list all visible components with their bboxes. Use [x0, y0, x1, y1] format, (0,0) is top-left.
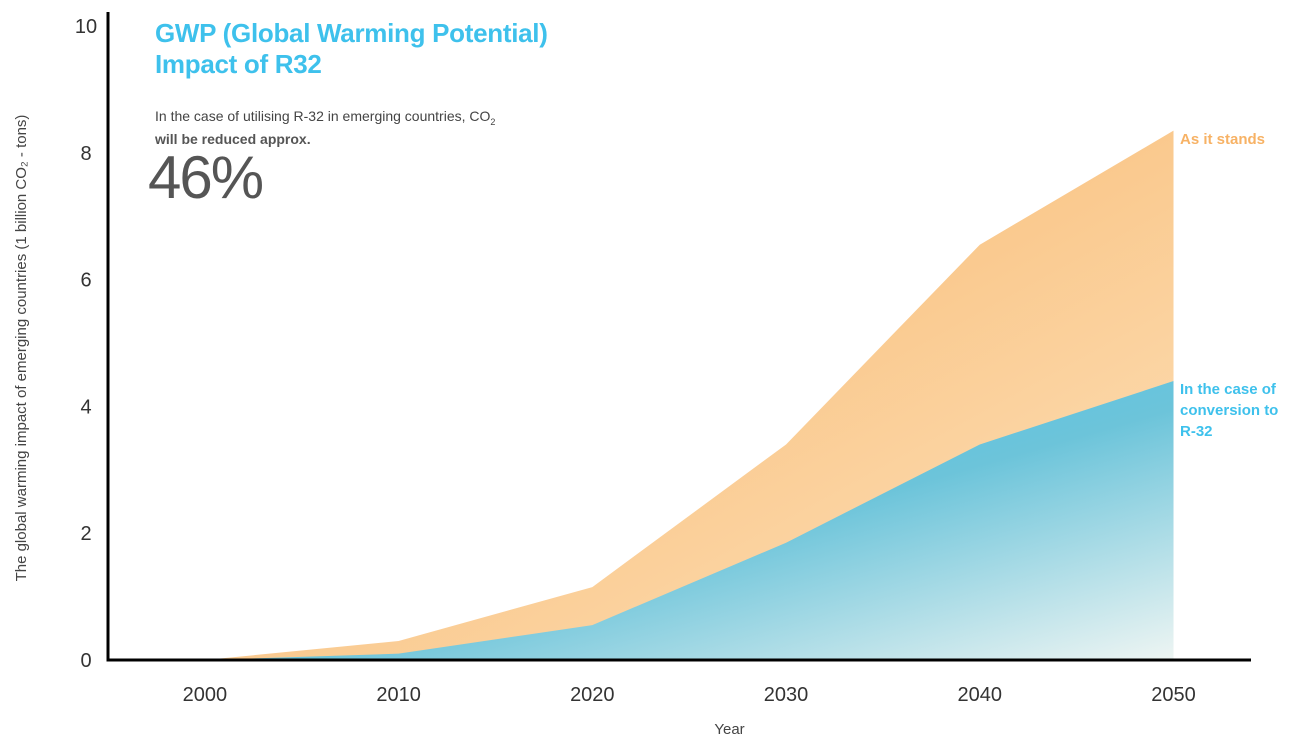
x-tick-label-2030: 2030: [764, 684, 809, 706]
series-area-r32-conversion: [204, 381, 1174, 660]
x-tick-label-2000: 2000: [183, 684, 228, 706]
data-point-r32-conversion-2050: [1172, 379, 1176, 383]
data-point-r32-conversion-2030: [784, 541, 788, 545]
data-point-as-it-stands-2010: [397, 639, 401, 643]
data-point-as-it-stands-2030: [784, 442, 788, 446]
x-tick-label-2040: 2040: [958, 684, 1003, 706]
data-point-r32-conversion-2020: [590, 623, 594, 627]
x-axis-label: Year: [714, 721, 744, 738]
y-tick-label-10: 10: [75, 16, 97, 38]
y-axis-label: The global warming impact of emerging co…: [13, 115, 30, 582]
y-axis-ticks: 0 2 4 6 8 10: [75, 16, 97, 672]
y-tick-label-2: 2: [80, 523, 91, 545]
series-layer: [204, 129, 1176, 661]
data-point-r32-conversion-2040: [978, 442, 982, 446]
data-point-as-it-stands-2040: [978, 243, 982, 247]
x-tick-label-2050: 2050: [1151, 684, 1196, 706]
reduction-note: In the case of utilising R-32 in emergin…: [155, 108, 495, 148]
y-tick-label-6: 6: [80, 270, 91, 292]
series-label-as-it-stands: As it stands: [1180, 131, 1266, 148]
y-tick-label-8: 8: [80, 143, 91, 165]
reduction-percentage: 46%: [148, 144, 264, 211]
data-point-r32-conversion-2010: [397, 652, 401, 656]
reduction-note-line-1: In the case of utilising R-32 in emergin…: [155, 108, 495, 131]
x-axis-ticks: 2000 2010 2020 2030 2040 2050: [183, 684, 1196, 706]
series-label-r32-conversion: In the case of conversion to R-32: [1180, 381, 1279, 440]
chart-title-line-1: GWP (Global Warming Potential): [155, 18, 548, 48]
data-point-as-it-stands-2020: [590, 585, 594, 589]
reduction-note-text: In the case of utilising R-32 in emergin…: [155, 108, 491, 124]
reduction-note-bold: will be reduced approx.: [155, 130, 311, 147]
chart-title-line-2: Impact of R32: [155, 49, 322, 79]
co2-subscript: 2: [490, 116, 496, 127]
y-tick-label-4: 4: [80, 396, 91, 418]
data-point-as-it-stands-2050: [1172, 129, 1176, 133]
x-tick-label-2020: 2020: [570, 684, 615, 706]
y-tick-label-0: 0: [80, 650, 91, 672]
x-tick-label-2010: 2010: [376, 684, 421, 706]
chart-title: GWP (Global Warming Potential) Impact of…: [155, 18, 548, 80]
